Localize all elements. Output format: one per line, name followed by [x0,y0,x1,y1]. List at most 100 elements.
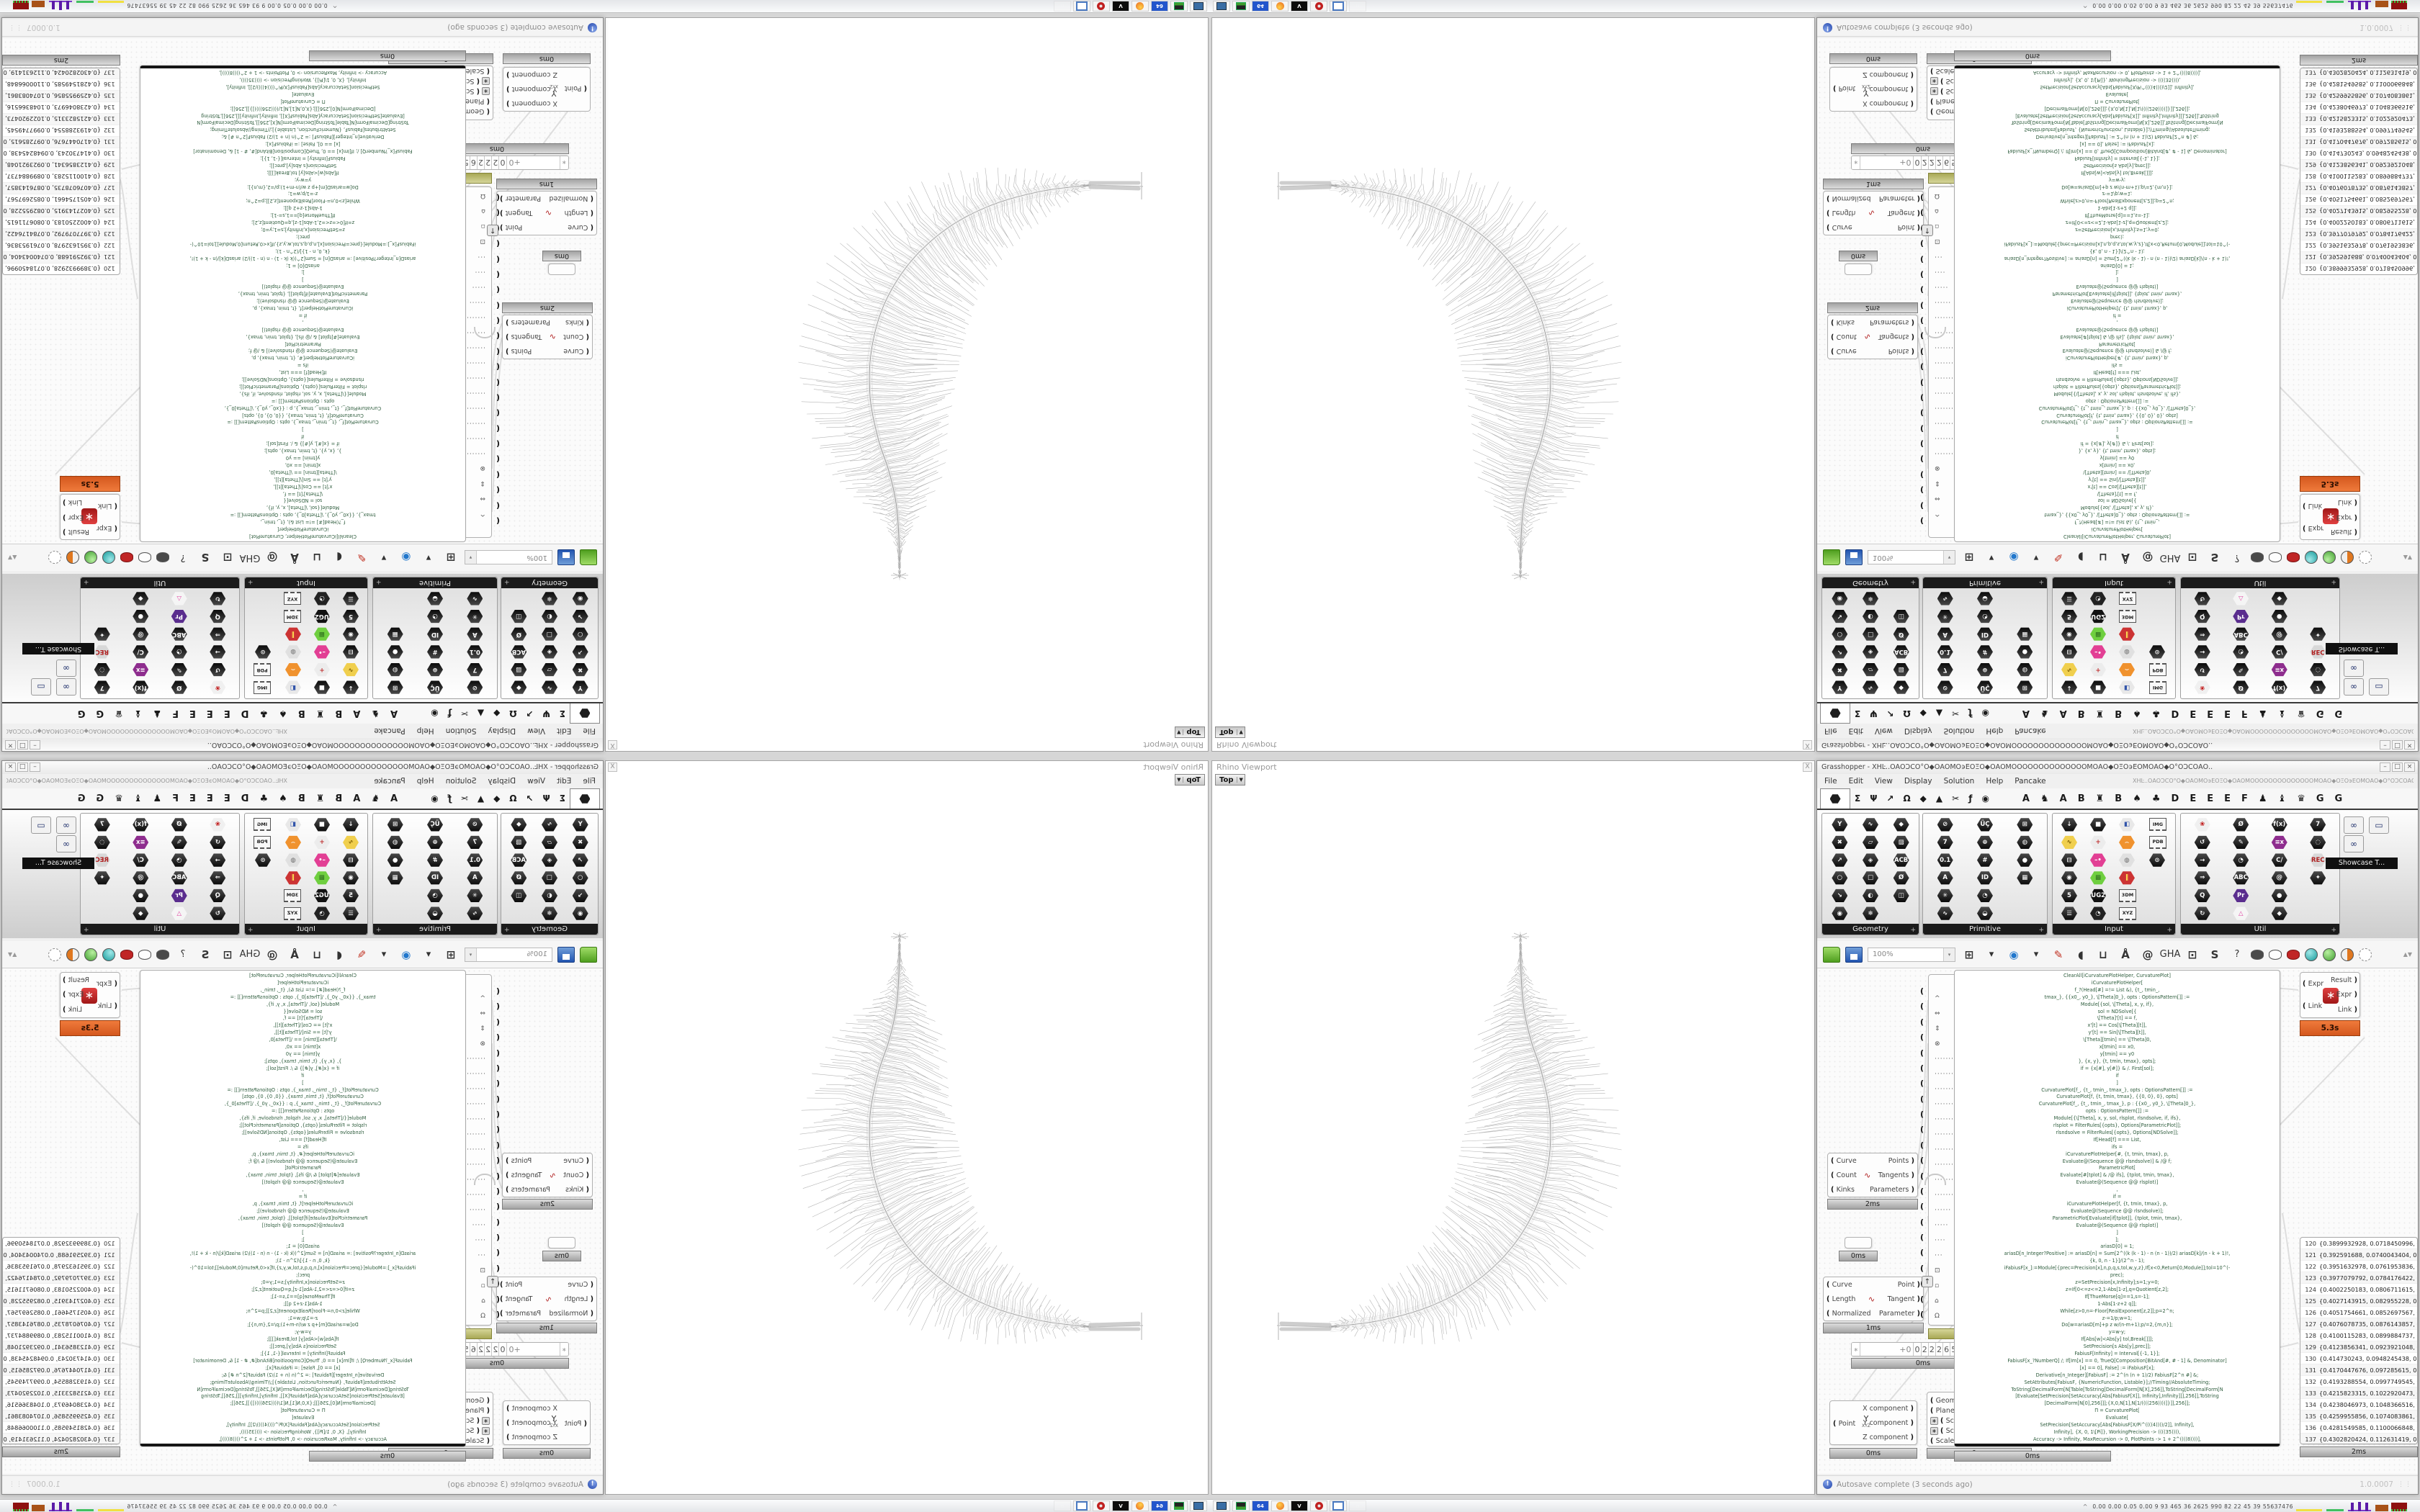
component-hex-icon[interactable]: Q [2194,888,2210,903]
port-points[interactable]: Points [506,1157,532,1165]
component-hex-icon[interactable]: f(x) [133,818,148,832]
component-hex-icon[interactable]: ◉ [2061,627,2077,641]
presentation-icon[interactable]: ▭ [2369,816,2390,834]
port-curve[interactable]: Curve [1827,1281,1852,1289]
component-hex-icon[interactable]: ↻ [2195,592,2210,606]
component-hex-icon[interactable]: + [314,663,330,677]
component-hex-icon[interactable]: ◍ [2119,645,2135,659]
digit-cell[interactable]: +0 [1860,156,1914,169]
port-y-component[interactable]: Y component [1863,1419,1914,1427]
port-point[interactable]: Point [1833,1420,1856,1428]
component-hex-icon[interactable]: ∿ [1937,906,1953,920]
category-tab-icon[interactable]: ✂ [1952,708,1960,719]
link[interactable]: @ [266,551,278,564]
component-hex-icon[interactable]: ◔ [2233,853,2249,867]
palette-label[interactable]: Input [2053,924,2175,935]
component-hex-icon[interactable]: IMG [254,680,271,694]
category-tab-icon[interactable]: ◉ [431,793,439,804]
component-hex-icon[interactable]: ◉ [2061,871,2077,885]
port-result[interactable]: Result [63,976,89,984]
category-tab-icon[interactable]: ↗ [526,708,534,719]
gha[interactable]: GHA [239,552,261,563]
port-link[interactable]: Link [97,1002,117,1010]
category-tab[interactable]: ♟ [153,793,162,804]
disk-utility-app[interactable] [1170,1,1188,12]
evaluate-length-component[interactable]: Curve Point Length ∿ Tangent Normalized Para… [496,191,597,235]
component-hex-icon[interactable]: → [210,645,225,659]
component-hex-icon[interactable]: AUG20 [2090,610,2106,624]
component-hex-icon[interactable]: ∿ [467,906,483,920]
preview-off-icon[interactable] [156,949,169,960]
cluster[interactable]: ⊔ [2099,948,2107,961]
save-file-icon[interactable] [1845,946,1863,963]
port-plane[interactable]: Plane [465,1407,490,1415]
menu-item[interactable]: Edit [557,777,572,786]
category-tab-icon[interactable]: ƒ [447,793,452,804]
component-hex-icon[interactable]: ◔ [1977,610,1993,624]
component-hex-icon[interactable]: ◔ [171,853,187,867]
group[interactable]: ◖ [2078,948,2084,961]
preview-ball-teal-icon[interactable] [102,948,115,961]
component-hex-icon[interactable]: PDB [254,663,271,677]
link[interactable]: @ [266,948,278,961]
chevron-down-icon[interactable]: ▼ [1177,777,1184,783]
port-normalized[interactable]: Normalized [1827,195,1871,203]
port-points[interactable]: Points [1888,348,1914,356]
component-hex-icon[interactable]: ✎ [171,663,187,677]
component-hex-icon[interactable]: @ [2271,871,2287,885]
category-tab-icon[interactable]: ◉ [1981,793,1989,804]
port-length[interactable]: Length [565,210,593,217]
palette-expand-icon[interactable]: + [2331,927,2336,934]
digit-cell[interactable]: 6 [1943,156,1951,169]
port-parameters[interactable]: Parameters [506,1186,550,1194]
component-hex-icon[interactable]: ‖ [285,871,301,885]
component-hex-icon[interactable]: ↺ [210,835,225,849]
component-hex-icon[interactable]: XYZ [284,592,301,606]
category-tab[interactable]: B [2077,793,2085,804]
digit-cell[interactable]: 2 [1921,1343,1929,1356]
component-hex-icon[interactable]: ⊞ [2017,680,2033,694]
category-tab[interactable]: A [390,793,398,804]
component-hex-icon[interactable]: ⊘ [1937,818,1953,832]
maximize-icon[interactable]: □ [2392,762,2403,772]
component-hex-icon[interactable]: + [314,835,330,849]
component-hex-icon[interactable]: ⊕ [427,663,443,677]
category-tab-icon[interactable]: ▲ [477,793,485,804]
component-hex-icon[interactable]: ≡x [133,835,148,849]
component-hex-icon[interactable]: ◆ [2271,906,2287,920]
component-hex-icon[interactable]: Ø [511,871,526,885]
port-y-component[interactable]: Y component [506,86,557,94]
component-hex-icon[interactable]: ◌ [2310,663,2326,677]
component-hex-icon[interactable]: △ [171,592,187,606]
category-tab-icon[interactable]: Ψ [542,708,550,719]
component-hex-icon[interactable]: ↓ [2061,680,2077,694]
port-points[interactable]: Points [506,348,532,356]
category-tab[interactable]: G [77,793,86,804]
component-hex-icon[interactable]: ÜÇ [427,818,443,832]
component-hex-icon[interactable]: ◫ [511,610,526,624]
menu-item[interactable]: Help [416,726,434,735]
component-hex-icon[interactable]: A [1937,627,1953,641]
digit-cell[interactable]: ∗ [559,156,568,169]
component-hex-icon[interactable]: Q [2195,610,2210,624]
component-hex-icon[interactable]: A [467,871,483,885]
expand-button[interactable]: ↑ [487,225,498,236]
category-tab[interactable]: ♠ [279,708,287,719]
port-result[interactable]: Result [63,528,89,536]
component-hex-icon[interactable]: 7 [467,835,483,849]
expand-button[interactable]: ↑ [1922,1276,1933,1287]
component-hex-icon[interactable]: ⊙ [2149,645,2165,659]
menu-item[interactable]: Display [488,777,516,786]
palette-expand-icon[interactable]: + [2038,927,2044,934]
port-expr[interactable]: Expr [97,980,117,988]
component-hex-icon[interactable]: ↘ [573,888,588,902]
component-hex-icon[interactable]: ↗ [1832,645,1847,659]
component-hex-icon[interactable]: ✖ [573,663,588,677]
port-parameters[interactable]: Parameters [1870,319,1914,327]
digit-cell[interactable]: 0 [498,156,506,169]
close-icon[interactable]: × [5,762,16,772]
zoom-extents[interactable]: ⊞ [1964,948,1974,961]
mathematica-link-component[interactable]: Expr Link ∗ Result Expr Link [60,972,120,1018]
component-hex-icon[interactable]: + [2090,835,2106,850]
component-hex-icon[interactable]: → [2194,853,2210,867]
